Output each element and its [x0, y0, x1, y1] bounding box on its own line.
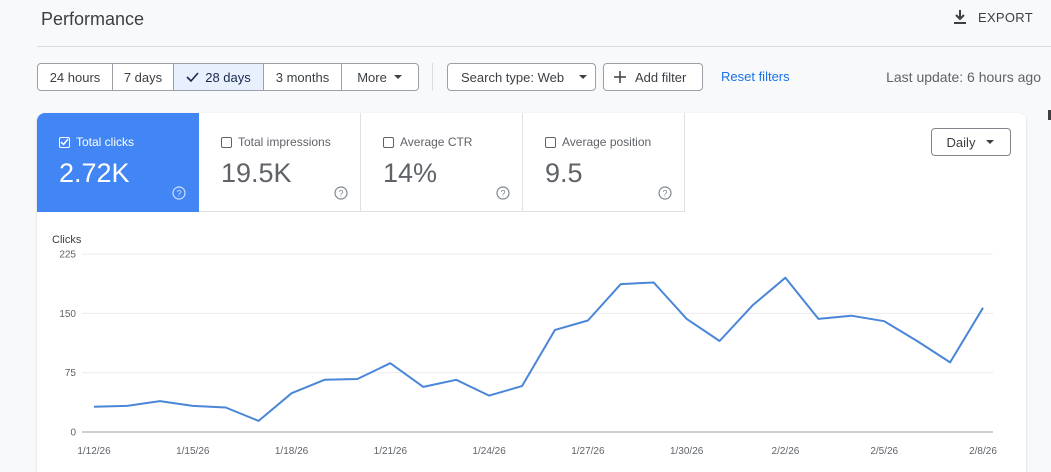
clicks-line-chart: Clicks 0 75 150 225 1/12/26 1/15/26 1/18/26 1/21… [52, 234, 997, 457]
metric-value: 19.5K [221, 158, 292, 188]
y-tick-label: 0 [70, 428, 76, 439]
x-tick-label: 1/18/26 [275, 446, 309, 457]
y-tick-label: 225 [59, 250, 76, 261]
help-icon[interactable]: ? [658, 186, 672, 200]
header-divider [37, 46, 1051, 47]
x-tick-label: 1/30/26 [670, 446, 704, 457]
toolbar-separator [432, 63, 433, 91]
add-filter-button[interactable]: Add filter [603, 63, 703, 91]
caret-down-icon [986, 140, 995, 144]
range-more-dropdown[interactable]: More [342, 64, 418, 90]
series-line-clicks [93, 276, 984, 422]
x-tick-label: 2/5/26 [870, 446, 898, 457]
y-tick-label: 150 [59, 309, 76, 320]
metric-total-impressions[interactable]: Total impressions 19.5K ? [199, 113, 361, 212]
metric-label: Total impressions [238, 135, 331, 149]
metric-label: Average position [562, 135, 652, 149]
plus-icon [614, 71, 626, 83]
metric-average-position[interactable]: Average position 9.5 ? [523, 113, 685, 212]
download-icon [953, 10, 966, 24]
svg-text:?: ? [338, 189, 343, 199]
metric-total-clicks[interactable]: Total clicks 2.72K ? [37, 113, 199, 212]
checkbox-checked-icon[interactable] [59, 136, 70, 148]
metric-average-ctr[interactable]: Average CTR 14% ? [361, 113, 523, 212]
range-7-days[interactable]: 7 days [113, 64, 174, 90]
x-tick-label: 1/15/26 [176, 446, 210, 457]
x-tick-label: 1/27/26 [571, 446, 605, 457]
caret-down-icon [393, 75, 402, 79]
y-tick-label: 75 [65, 368, 77, 379]
granularity-dropdown[interactable]: Daily [931, 128, 1011, 156]
metric-label: Total clicks [76, 135, 135, 149]
help-icon[interactable]: ? [496, 186, 510, 200]
svg-text:?: ? [662, 189, 667, 199]
x-tick-label: 2/8/26 [969, 446, 997, 457]
range-24-hours[interactable]: 24 hours [38, 64, 113, 90]
checkbox-icon[interactable] [383, 136, 394, 148]
x-tick-label: 2/2/26 [772, 446, 800, 457]
export-button[interactable]: EXPORT [952, 9, 1033, 25]
reset-filters-link[interactable]: Reset filters [721, 69, 790, 84]
svg-text:?: ? [500, 189, 505, 199]
help-icon[interactable]: ? [172, 186, 186, 200]
date-range-selector: 24 hours 7 days 28 days 3 months More [37, 63, 419, 91]
range-3-months[interactable]: 3 months [264, 64, 342, 90]
scrollbar-thumb[interactable] [1048, 110, 1051, 120]
performance-card: Total clicks 2.72K ? Total impressions 1… [37, 113, 1026, 472]
last-update-text: Last update: 6 hours ago [886, 69, 1041, 85]
checkbox-icon[interactable] [221, 136, 232, 148]
metric-value: 9.5 [545, 158, 583, 188]
checkbox-icon[interactable] [545, 136, 556, 148]
export-label: EXPORT [977, 9, 1033, 25]
search-type-dropdown[interactable]: Search type: Web [447, 63, 596, 91]
page-title: Performance [41, 9, 145, 29]
range-28-days[interactable]: 28 days [174, 64, 264, 90]
metric-value: 14% [383, 158, 438, 188]
caret-down-icon [579, 75, 588, 79]
svg-text:?: ? [176, 189, 181, 199]
x-tick-label: 1/12/26 [77, 446, 111, 457]
y-axis-label: Clicks [52, 234, 82, 246]
x-tick-label: 1/21/26 [374, 446, 408, 457]
metric-label: Average CTR [400, 135, 473, 149]
metric-value: 2.72K [59, 158, 130, 188]
help-icon[interactable]: ? [334, 186, 348, 200]
check-icon [186, 72, 199, 82]
x-tick-label: 1/24/26 [472, 446, 506, 457]
